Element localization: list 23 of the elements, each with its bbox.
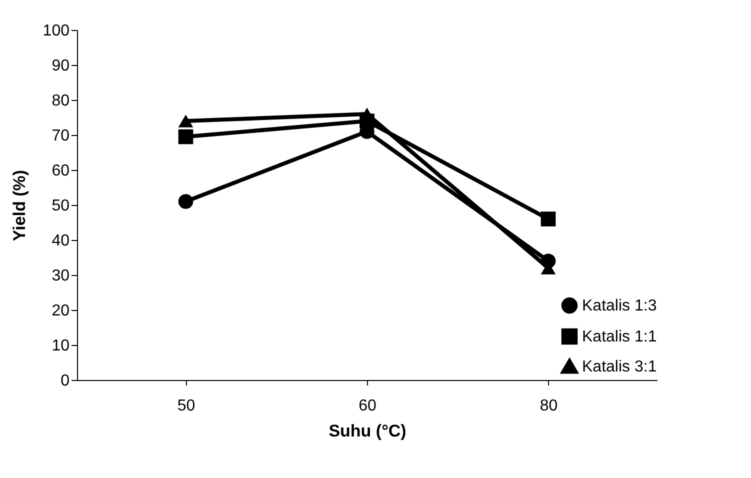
y-axis-title: Yield (%) xyxy=(10,170,29,242)
point xyxy=(540,212,556,226)
y-tick-label: 30 xyxy=(52,268,70,284)
y-tick-label: 10 xyxy=(52,338,70,354)
y-tick-label: 50 xyxy=(52,198,70,214)
y-tick-label: 20 xyxy=(52,302,70,320)
x-tick-label: 80 xyxy=(540,398,558,414)
y-tick-label: 90 xyxy=(52,58,70,74)
point xyxy=(178,194,194,209)
legend-label: Katalis 1:3 xyxy=(582,298,657,314)
legend-label: Katalis 1:1 xyxy=(582,328,657,346)
point xyxy=(178,114,194,128)
y-tick-label: 40 xyxy=(52,232,70,250)
point xyxy=(178,129,194,144)
y-tick-label: 60 xyxy=(52,162,70,180)
y-tick-label: 100 xyxy=(42,22,70,40)
y-tick-label: 70 xyxy=(52,128,70,144)
legend-label: Katalis 3:1 xyxy=(582,358,657,376)
y-tick-label: 0 xyxy=(60,372,70,390)
x-axis-title: Suhu (°C) xyxy=(328,422,406,440)
y-tick-label: 80 xyxy=(52,92,70,110)
x-tick-label: 60 xyxy=(358,398,376,414)
x-tick-label: 50 xyxy=(177,398,196,414)
